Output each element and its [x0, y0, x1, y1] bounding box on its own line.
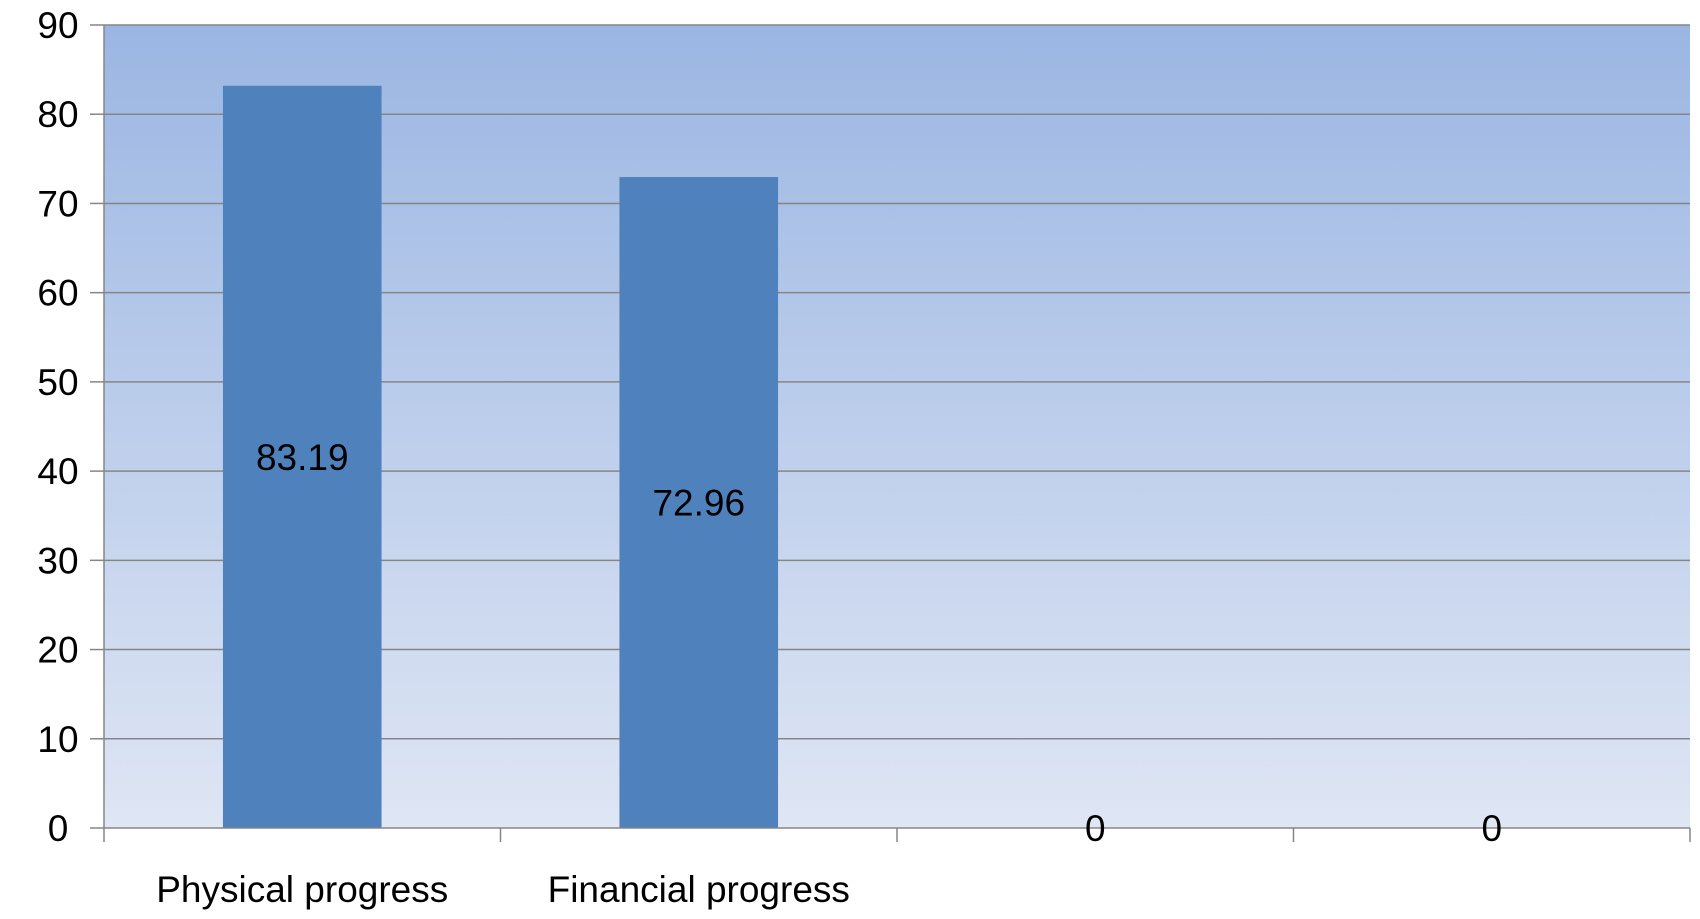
data-label: 72.96	[652, 483, 745, 524]
category-label: Physical progress	[156, 869, 448, 910]
y-tick-label: 30	[37, 540, 78, 581]
category-label: Financial progress	[548, 869, 850, 910]
bar	[619, 177, 779, 828]
y-tick-label: 20	[37, 630, 78, 671]
y-tick-label: 50	[37, 362, 78, 403]
y-tick-label: 10	[37, 719, 78, 760]
y-tick-label: 40	[37, 451, 78, 492]
labels: 0 10 20 30 40 50 60 70 80 90 83.19 Physical progres…	[37, 5, 1502, 910]
y-tick-label: 80	[37, 94, 78, 135]
bars	[222, 85, 779, 829]
data-label: 0	[1085, 808, 1106, 849]
y-tick-label: 90	[37, 5, 78, 46]
data-label: 0	[1481, 808, 1502, 849]
y-tick-label: 0	[48, 808, 69, 849]
bar	[222, 85, 382, 829]
data-label: 83.19	[256, 437, 349, 478]
y-tick-label: 70	[37, 183, 78, 224]
y-tick-label: 60	[37, 273, 78, 314]
axes	[90, 24, 1691, 842]
